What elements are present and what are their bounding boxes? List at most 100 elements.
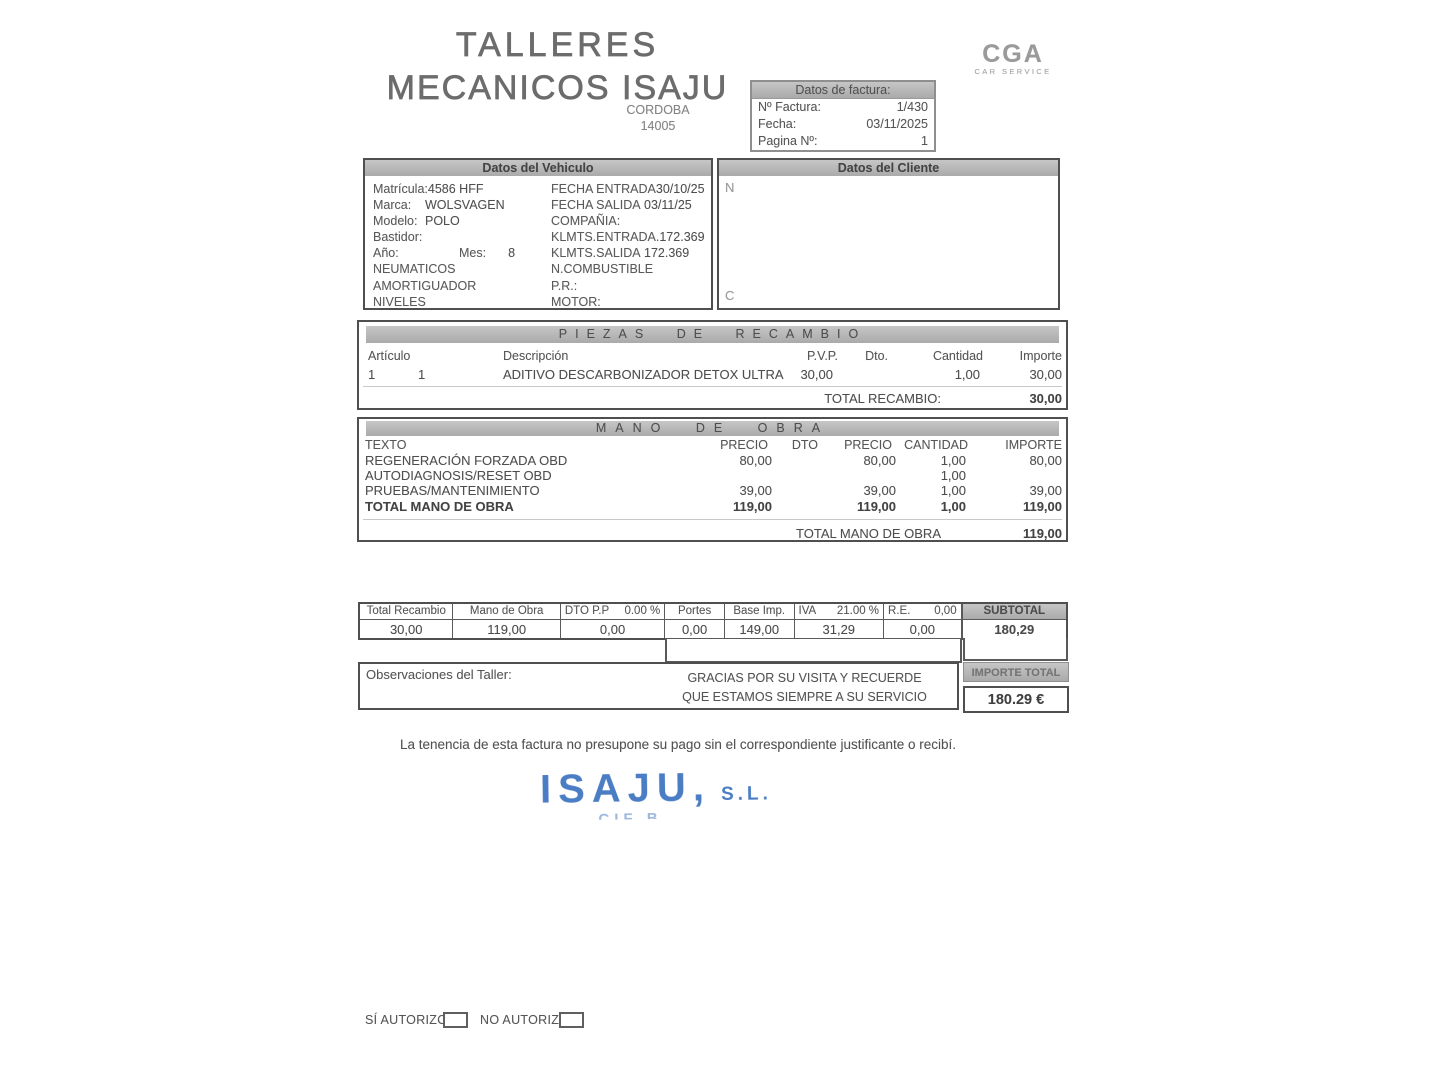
totals-value-portes: 0,00 [681,622,708,637]
grand-total-value: 180.29 € [963,686,1069,713]
client-partial-text-top: N [725,180,735,195]
invoice-page-value: 1 [921,133,928,148]
km-exit-row: KLMTS.SALIDA 172.369 [551,245,707,261]
totals-col-base: Base Imp. 149,00 [724,604,795,638]
parts-total-value: 30,00 [1029,391,1062,406]
totals-header-iva: IVA 21.00 % [794,604,884,620]
parts-row-articulo: 1 [368,367,376,382]
totals-col-re: R.E. 0,00 0,00 [884,604,962,638]
invoice-info-title: Datos de factura: [752,82,934,99]
parts-row-importe: 30,00 [1029,367,1062,382]
stamp-company-suffix: S.L. [720,783,773,806]
totals-header-dto: DTO P.P 0.00 % [560,604,665,620]
vehicle-levels-label: NIVELES [373,294,426,309]
labor-header-cantidad: CANTIDAD [904,438,968,452]
company-header: TALLERES MECANICOS ISAJU [300,26,815,108]
company-stamp: ISAJU, S.L. CIF B [540,764,773,820]
labor-total-cantidad: 1,00 [940,499,966,514]
parts-separator-line [363,386,1062,387]
vehicle-data-box: Datos del Vehiculo Matrícula: 4586 HFF Ma… [363,158,713,310]
labor-row: PRUEBAS/MANTENIMIENTO 39,00 39,00 1,00 3… [359,483,1066,498]
vehicle-brand-label: Marca: [373,198,412,213]
totals-header-iva-pct: 21.00 % [836,605,880,617]
invoice-page-label: Pagina Nº: [758,133,818,148]
totals-continuation-box [665,638,962,663]
motor-label: MOTOR: [551,294,601,309]
totals-header-mano-obra: Mano de Obra [453,604,560,620]
invoice-page-row: Pagina Nº: 1 [752,133,934,150]
vehicle-chassis-label: Bastidor: [373,230,423,245]
cga-logo: CGA CAR SERVICE [973,40,1053,77]
totals-header-portes: Portes [665,604,724,620]
company-name-line2: MECANICOS ISAJU [386,69,729,108]
labor-row-precio2: 39,00 [863,483,896,498]
invoice-info-box: Datos de factura: Nº Factura: 1/430 Fech… [750,80,936,152]
labor-row-precio1: 80,00 [739,453,772,468]
labor-table: MANO DE OBRA TEXTO PRECIO DTO PRECIO CAN… [357,417,1068,542]
labor-row: AUTODIAGNOSIS/RESET OBD 1,00 [359,468,1066,483]
vehicle-plate-label: Matrícula: [373,182,428,196]
vehicle-levels-row: NIVELES [373,294,548,310]
company-postal-code: 14005 [640,119,676,133]
authorize-no-label: NO AUTORIZO [480,1013,570,1027]
totals-col-mano-obra: Mano de Obra 119,00 [453,604,561,638]
vehicle-month-label: Mes: [459,246,487,261]
vehicle-month-value: 8 [508,246,516,261]
company-row: COMPAÑIA: [551,213,707,229]
invoice-date-row: Fecha: 03/11/2025 [752,116,934,133]
client-partial-text-bottom: C [725,288,735,303]
parts-total-row: TOTAL RECAMBIO: 30,00 [359,391,1066,406]
cga-logo-tagline: CAR SERVICE [974,67,1052,76]
labor-total-importe: 119,00 [1022,499,1062,514]
workshop-observations-box: Observaciones del Taller: GRACIAS POR SU… [358,662,959,710]
totals-header-subtotal: SUBTOTAL [962,604,1066,620]
totals-col-dto: DTO P.P 0.00 % 0,00 [560,604,666,638]
totals-value-subtotal: 180,29 [994,622,1035,637]
labor-row-texto: AUTODIAGNOSIS/RESET OBD [365,468,552,483]
client-data-title: Datos del Cliente [719,160,1058,176]
vehicle-tires-label: NEUMATICOS [373,262,456,277]
entry-date-row: FECHA ENTRADA 30/10/25 [551,181,707,197]
labor-total-precio1: 119,00 [732,499,772,514]
authorize-yes-label: SÍ AUTORIZO [365,1013,448,1027]
km-exit-label: KLMTS.SALIDA [551,246,641,261]
totals-value-mano-obra: 119,00 [487,622,527,637]
authorize-yes-checkbox[interactable] [443,1012,468,1028]
labor-separator-line [363,519,1062,520]
totals-value-dto: 0,00 [599,622,626,637]
totals-header-base: Base Imp. [724,604,794,620]
parts-row-descripcion: ADITIVO DESCARBONIZADOR DETOX ULTRA [503,367,784,382]
parts-header-cantidad: Cantidad [932,349,983,363]
vehicle-shock-label: AMORTIGUADOR [373,278,477,293]
vehicle-data-right-column: FECHA ENTRADA 30/10/25 FECHA SALIDA 03/11/… [551,181,707,310]
parts-row-pvp: 30,00 [800,367,833,382]
entry-date-value: 30/10/25 [655,182,705,196]
labor-row-cantidad: 1,00 [940,483,966,498]
totals-header-recambio: Total Recambio [360,604,453,620]
grand-total-header: IMPORTE TOTAL [963,662,1069,682]
labor-row-importe: 80,00 [1029,453,1062,468]
invoice-number-label: Nº Factura: [758,100,821,114]
labor-header-precio2: PRECIO [844,438,892,452]
vehicle-model-row: Modelo: POLO [373,213,548,229]
vehicle-tires-row: NEUMATICOS [373,261,548,277]
vehicle-data-left-column: Matrícula: 4586 HFF Marca: WOLSVAGEN Model… [373,181,548,310]
totals-value-recambio: 30,00 [389,622,423,637]
labor-header-row: TEXTO PRECIO DTO PRECIO CANTIDAD IMPORTE [359,438,1066,453]
labor-header-texto: TEXTO [365,438,407,452]
labor-total-row: TOTAL MANO DE OBRA 119,00 119,00 1,00 11… [359,499,1066,514]
authorize-no-checkbox[interactable] [559,1012,584,1028]
parts-row-articulo2: 1 [418,367,426,382]
totals-value-base: 149,00 [739,622,780,637]
company-address: CORDOBA 14005 [600,102,716,134]
vehicle-year-row: Año: Mes: 8 [373,245,548,261]
labor-total-precio2: 119,00 [856,499,896,514]
parts-total-label: TOTAL RECAMBIO: [824,391,941,406]
totals-col-portes: Portes 0,00 [665,604,725,638]
exit-date-value: 03/11/25 [644,198,692,213]
totals-col-recambio: Total Recambio 30,00 [360,604,454,638]
cga-logo-text: CGA [982,40,1044,68]
company-city: CORDOBA [626,103,690,117]
vehicle-model-value: POLO [425,214,460,229]
